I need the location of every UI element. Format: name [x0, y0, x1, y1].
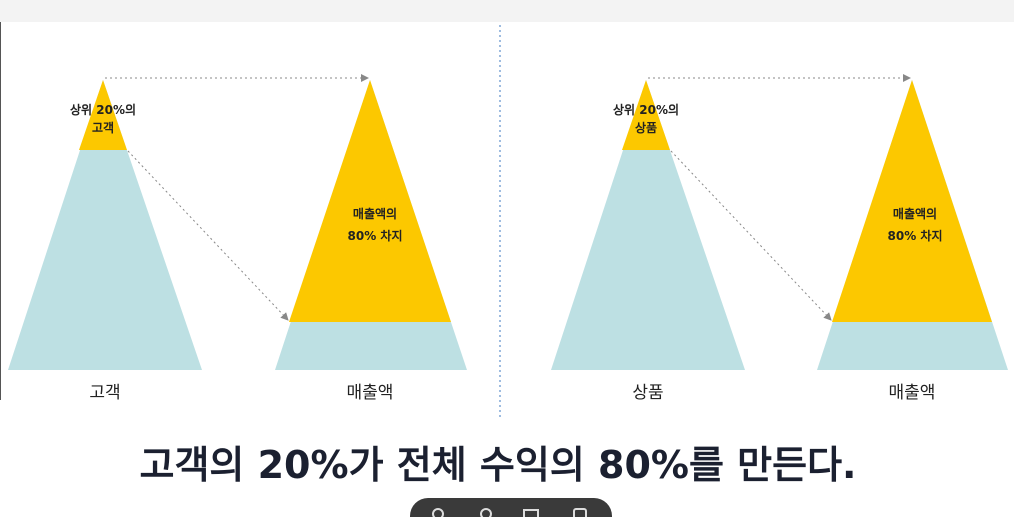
- right-panel: 상위 20%의 상품 매출액의 80% 차지 상품 매출액: [551, 74, 1008, 403]
- share-label: 80% 차지: [348, 228, 403, 243]
- control-icon[interactable]: [523, 509, 539, 517]
- top-label: 상위 20%의: [70, 102, 136, 117]
- control-icon[interactable]: [573, 508, 587, 517]
- base-label: 매출액: [347, 383, 394, 403]
- player-controls: [410, 498, 612, 517]
- pyramid-top: [622, 80, 670, 150]
- arrow: [670, 150, 832, 321]
- left-panel: 상위 20%의 고객 매출액의 80% 차지 고객 매출액: [8, 74, 467, 403]
- share-label: 80% 차지: [888, 228, 943, 243]
- share-label: 매출액의: [893, 206, 937, 221]
- top-label: 상위 20%의: [613, 102, 679, 117]
- base-label: 고객: [89, 383, 120, 403]
- control-bar: [410, 498, 612, 517]
- share-label: 매출액의: [353, 206, 397, 221]
- control-icon[interactable]: [480, 508, 492, 517]
- base-label: 상품: [632, 383, 663, 403]
- pyramid-top: [832, 80, 992, 322]
- pyramid: [551, 80, 745, 370]
- pyramid-top: [289, 80, 451, 322]
- caption: 고객의 20%가 전체 수익의 80%를 만든다.: [140, 443, 857, 487]
- top-label: 고객: [92, 121, 114, 135]
- base-label: 매출액: [889, 383, 936, 403]
- top-label: 상품: [635, 120, 657, 135]
- pyramid: [8, 80, 202, 370]
- control-icon[interactable]: [432, 508, 444, 517]
- top-strip: [0, 0, 1014, 22]
- pyramid-top: [79, 80, 127, 150]
- arrow: [127, 150, 289, 321]
